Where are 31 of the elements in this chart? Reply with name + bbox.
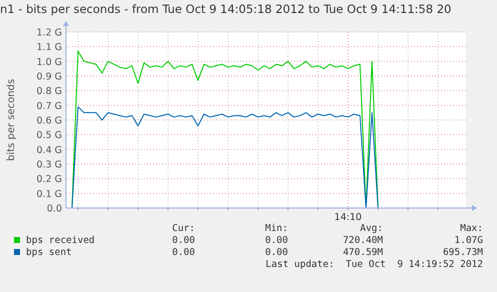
x-tick-label: 14:10 <box>334 212 362 223</box>
text: 1.07G <box>454 235 484 246</box>
legend-label: bps sent <box>26 247 72 258</box>
text: 720.40M <box>342 235 384 246</box>
text: Cur: <box>172 223 195 234</box>
y-tick-label: 1.0 G <box>36 56 62 68</box>
y-tick-label: 1.2 G <box>36 28 62 38</box>
y-tick-label: 0.5 G <box>36 130 62 142</box>
y-tick-label: 0.3 G <box>36 160 62 170</box>
text: 0.00 <box>172 247 196 258</box>
legend-label: bps received <box>26 235 95 246</box>
text: Min: <box>265 223 288 234</box>
chart-title: n1 - bits per seconds - from Tue Oct 9 14:05:18 2012 to Tue Oct 9 14:11:58 20 <box>0 2 452 16</box>
y-tick-label: 0.0 <box>46 204 62 214</box>
text: 0.00 <box>172 235 196 246</box>
y-axis-title: bits per seconds <box>6 78 17 162</box>
y-tick-label: 1.1 G <box>36 42 62 54</box>
y-tick-label: 0.4 G <box>36 144 62 156</box>
text: Max: <box>460 223 483 234</box>
text: 0.00 <box>265 235 288 246</box>
y-tick-label: 0.7 G <box>36 100 62 112</box>
y-tick-label: 0.6 G <box>36 116 62 126</box>
text: 0.00 <box>265 247 288 258</box>
y-tick-label: 0.1 G <box>36 188 62 200</box>
y-tick-label: 0.8 G <box>36 86 62 98</box>
text: 470.59M <box>342 247 384 258</box>
text: Last update: Tue Oct 9 14:19:52 2012 <box>266 259 483 270</box>
y-tick-label: 0.2 G <box>36 174 62 186</box>
y-tick-label: 0.9 G <box>36 72 62 82</box>
text: 695.73M <box>442 247 484 258</box>
text: Avg: <box>360 223 383 234</box>
